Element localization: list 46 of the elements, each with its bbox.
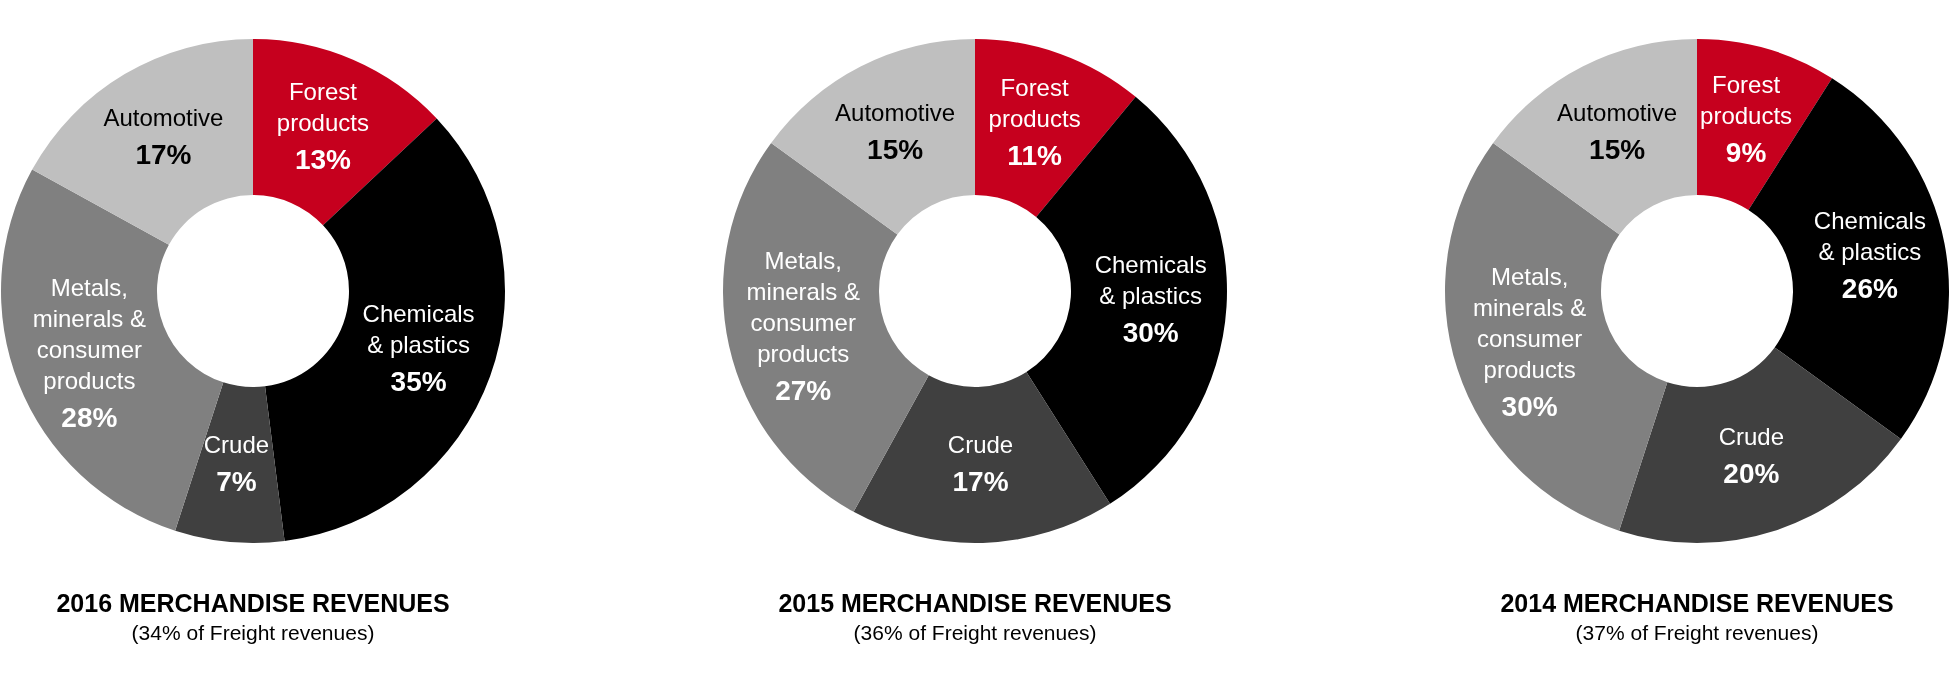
data-label: 11%	[1007, 140, 1062, 172]
slice-label: Metals, minerals & consumer products	[1472, 263, 1587, 384]
data-label: 17%	[135, 139, 192, 171]
donut-slice	[771, 39, 975, 235]
data-label: 27%	[775, 375, 832, 407]
slice-label: Metals, minerals & consumer products	[746, 247, 860, 368]
slice-label: Crude	[203, 430, 270, 458]
slice-label: Automotive	[1557, 98, 1678, 126]
data-label: 7%	[216, 465, 257, 497]
text: (34% of Freight revenues)	[131, 621, 375, 644]
data-label: 26%	[1841, 273, 1898, 305]
slice-label: Forest products	[276, 78, 369, 137]
slice-label: Chemicals & plastics	[1094, 251, 1207, 310]
data-label: 9%	[1725, 136, 1767, 168]
donut-slice	[32, 39, 253, 245]
data-label: 17%	[952, 466, 1009, 498]
data-label: 28%	[61, 401, 118, 433]
donut-slice	[975, 39, 1136, 218]
slice-label: Chemicals & plastics	[1813, 207, 1926, 266]
text: 2016 MERCHANDISE REVENUES	[56, 589, 450, 617]
slice-label: Forest products	[1700, 70, 1793, 129]
slice-label: Crude	[947, 431, 1014, 459]
slice-label: Forest products	[988, 74, 1081, 133]
slice-label: Automotive	[835, 98, 956, 126]
donut-slice	[175, 382, 285, 543]
data-label: 30%	[1501, 391, 1558, 423]
text: 2014 MERCHANDISE REVENUES	[1500, 589, 1894, 617]
slice-label: Automotive	[103, 104, 224, 132]
donut-slice	[723, 142, 929, 512]
donut-slice	[1493, 39, 1697, 235]
text: (37% of Freight revenues)	[1575, 621, 1819, 644]
donut-slice	[253, 39, 437, 226]
data-label: 15%	[867, 133, 924, 165]
donut-slice	[1445, 142, 1668, 531]
data-label: 15%	[1589, 133, 1646, 165]
donut-slice	[853, 372, 1111, 543]
donut-slice	[1619, 347, 1901, 543]
slice-label: Chemicals & plastics	[362, 299, 475, 358]
data-label: 20%	[1723, 457, 1780, 489]
data-label: 30%	[1122, 317, 1179, 349]
text: (36% of Freight revenues)	[853, 621, 1097, 644]
text: 2015 MERCHANDISE REVENUES	[778, 589, 1172, 617]
slice-label: Metals, minerals & consumer products	[32, 273, 147, 394]
data-label: 13%	[294, 144, 352, 176]
data-label: 35%	[390, 365, 447, 397]
slice-label: Crude	[1718, 422, 1785, 450]
